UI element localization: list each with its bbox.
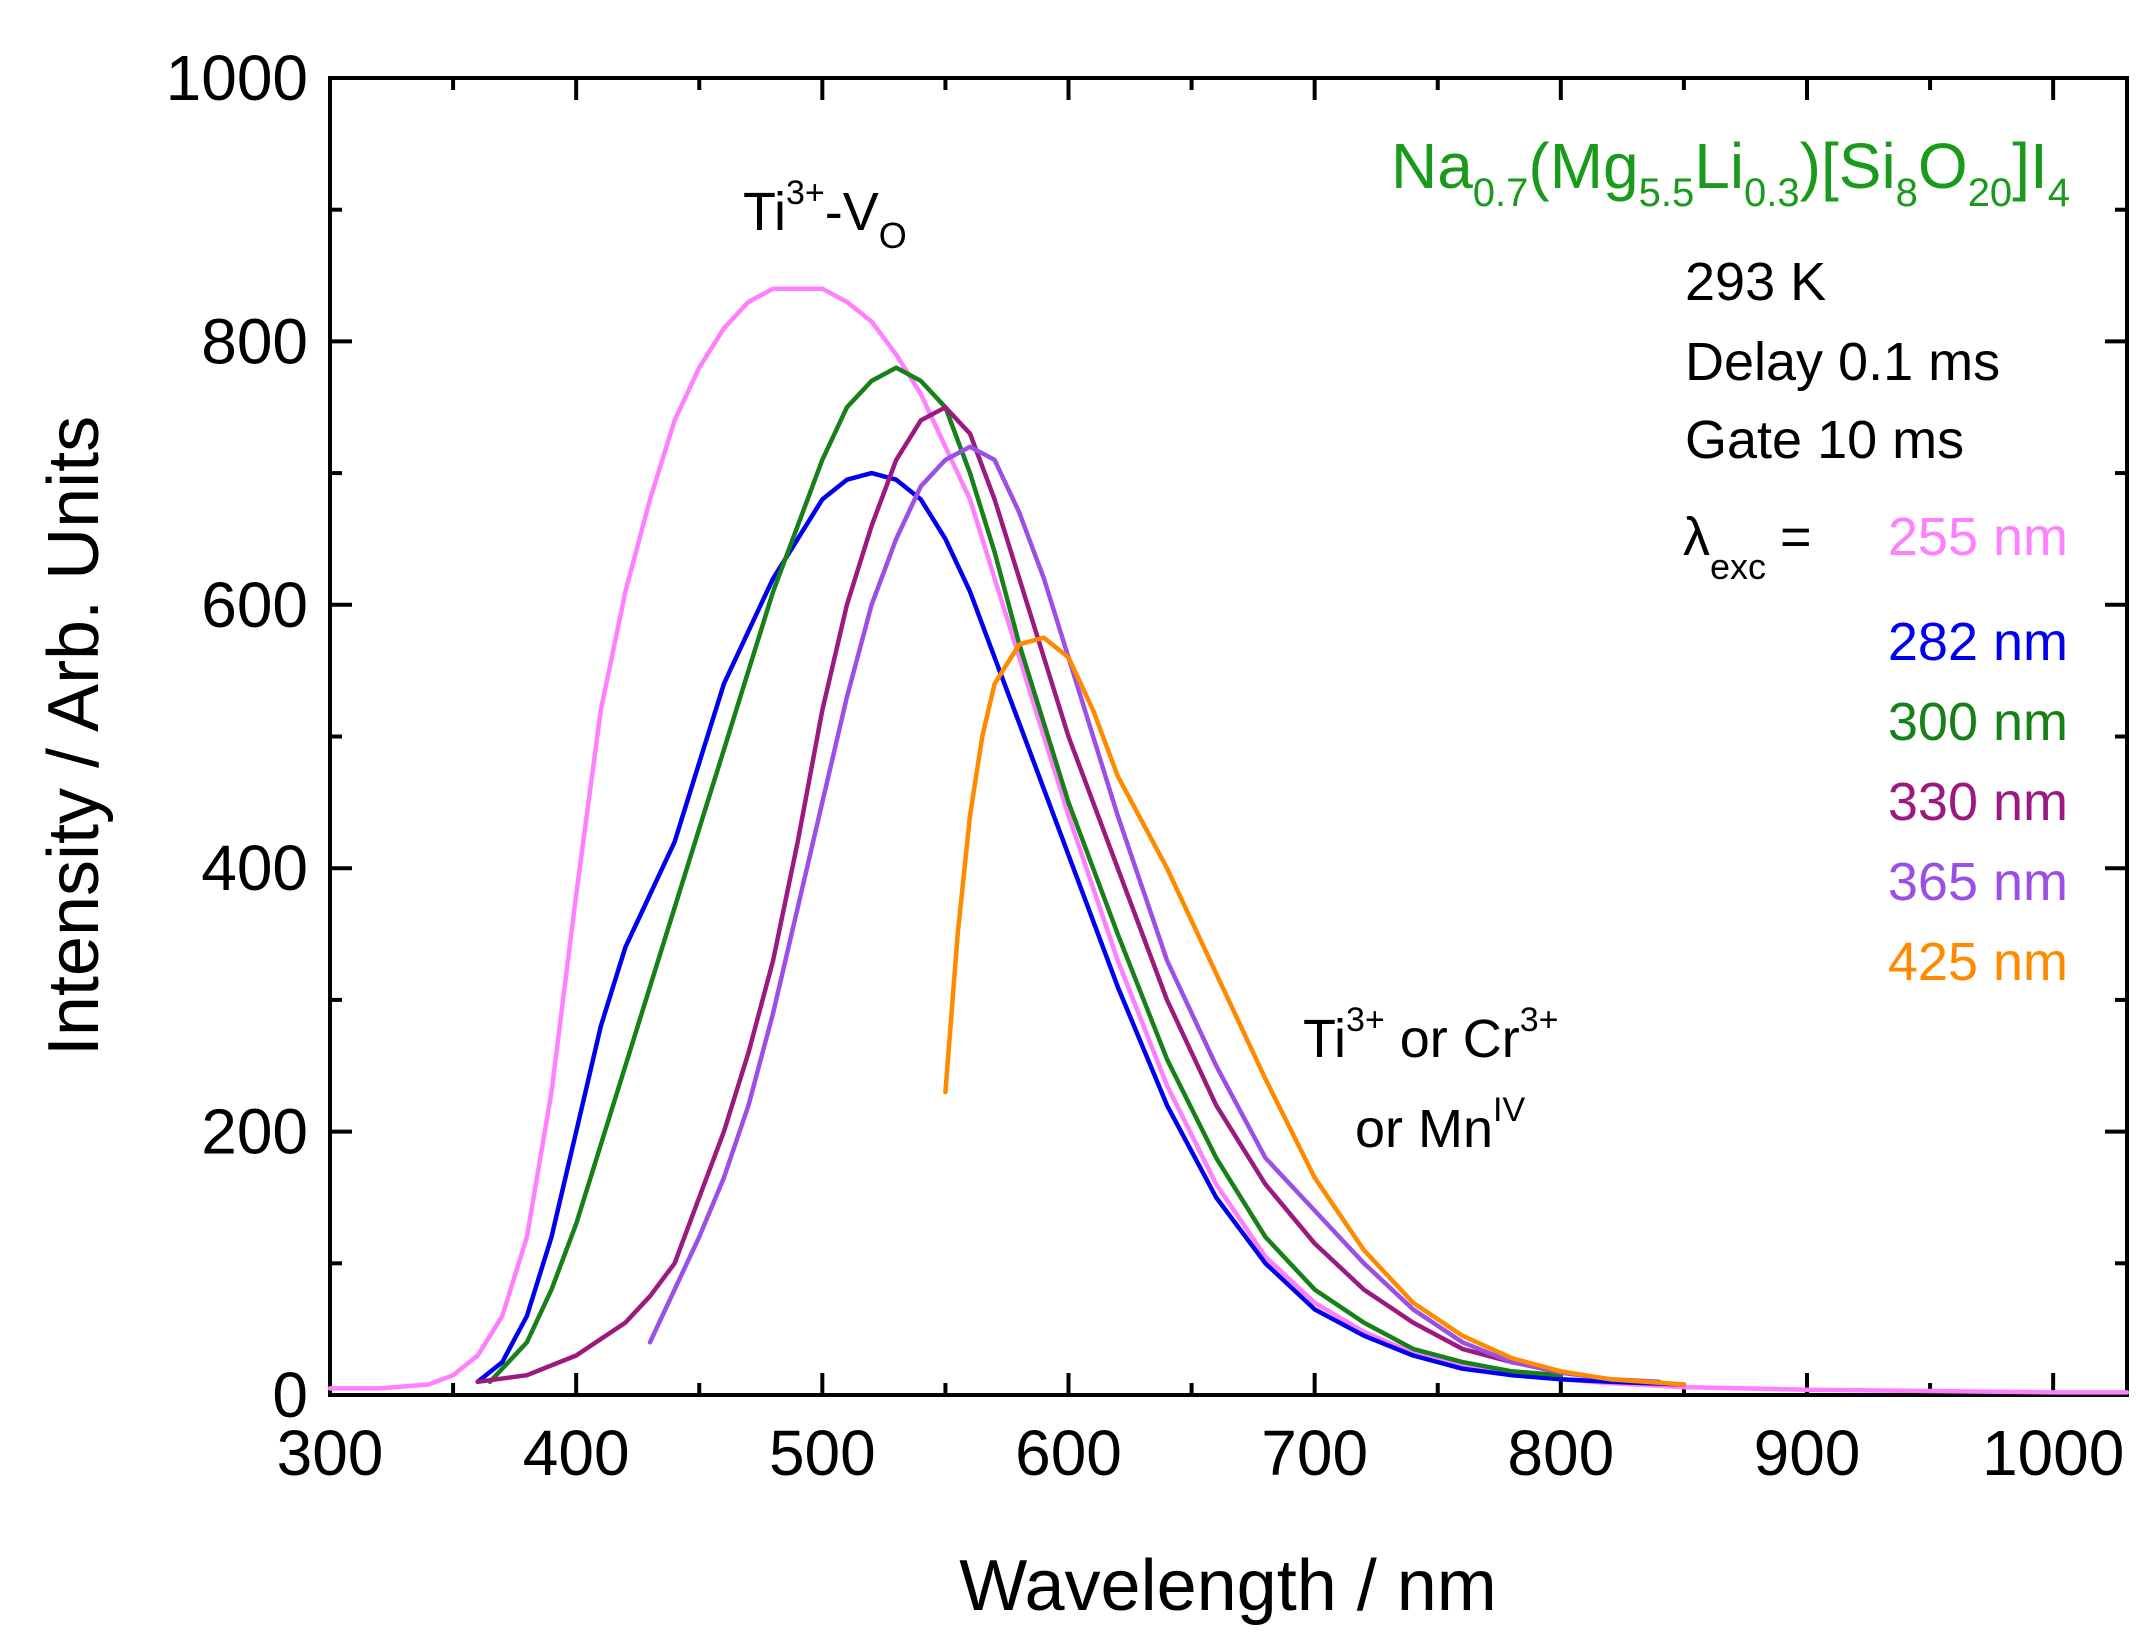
formula-subscript: 0.7 [1473,171,1529,215]
series-line-425-nm [943,635,1687,1387]
series-line-365-nm [647,444,1662,1385]
compound-formula: Na0.7(Mg5.5Li0.3)[Si8O20]I4 [1391,130,2070,215]
x-tick-label: 500 [769,1417,876,1489]
formula-segment: (Mg [1528,130,1638,202]
legend-entry-300-nm: 300 nm [1888,692,2068,752]
formula-segment: Na [1391,130,1473,202]
annotation-ti-cr: Ti3+ or Cr3+ [1303,1001,1559,1069]
ti-vo-sub: O [879,215,907,256]
annotation-ti-vo: Ti3+-VO [743,174,907,256]
axis-ticks [328,76,2127,1397]
formula-segment: O [1918,130,1968,202]
series-lines [327,286,2130,1395]
formula-segment: )[Si [1800,130,1896,202]
x-tick-label: 700 [1261,1417,1368,1489]
legend-entry-330-nm: 330 nm [1888,772,2068,832]
lambda-symbol: λ [1683,507,1710,567]
formula-segment: Li [1694,130,1744,202]
x-tick-label: 300 [277,1417,384,1489]
legend: 255 nm 282 nm 300 nm 330 nm 365 nm 425 nm [1888,507,2068,992]
legend-entry-425-nm: 425 nm [1888,932,2068,992]
y-tick-label: 200 [201,1096,308,1168]
axis-tick-labels: 300 400 500 600 700 800 900 1000 0 200 400 600 800 10… [166,42,2125,1489]
ti-cr-sup2: 3+ [1520,1001,1559,1039]
condition-gate: Gate 10 ms [1685,410,1964,470]
formula-subscript: 8 [1896,171,1918,215]
x-axis-title: Wavelength / nm [959,1546,1497,1626]
formula-subscript: 5.5 [1639,171,1695,215]
ti-vo-sup: 3+ [786,174,825,212]
condition-temperature: 293 K [1685,252,1826,312]
lambda-subscript: exc [1710,546,1766,587]
ti-cr-mid: or Cr [1385,1009,1520,1069]
y-tick-label: 0 [272,1359,308,1431]
series-line-300-nm [487,365,1564,1385]
y-tick-label: 800 [201,305,308,377]
formula-subscript: 4 [2048,171,2070,215]
x-tick-label: 800 [1507,1417,1614,1489]
x-tick-label: 400 [523,1417,630,1489]
formula-segment: ]I [2012,130,2048,202]
legend-entry-282-nm: 282 nm [1888,612,2068,672]
x-tick-label: 1000 [1982,1417,2124,1489]
series-line-330-nm [475,405,1564,1385]
y-tick-label: 1000 [166,42,308,114]
condition-delay: Delay 0.1 ms [1685,332,2000,392]
annotation-mn: or MnIV [1355,1091,1525,1159]
formula-subscript: 20 [1968,171,2013,215]
ti-vo-base: Ti [743,182,786,242]
y-tick-label: 600 [201,569,308,641]
ti-cr-sup1: 3+ [1346,1001,1385,1039]
mn-sup: IV [1493,1091,1525,1129]
y-axis-title: Intensity / Arb. Units [34,416,114,1056]
mn-base: or Mn [1355,1099,1493,1159]
x-tick-label: 900 [1754,1417,1861,1489]
ti-cr-base1: Ti [1303,1009,1346,1069]
lambda-exc-label: λexc = [1683,507,1812,587]
y-tick-label: 400 [201,832,308,904]
formula-subscript: 0.3 [1744,171,1800,215]
ti-vo-dash: -V [825,182,879,242]
legend-entry-365-nm: 365 nm [1888,852,2068,912]
lambda-equals: = [1780,507,1812,567]
x-tick-label: 600 [1015,1417,1122,1489]
series-line-282-nm [475,470,1687,1387]
legend-entry-255-nm: 255 nm [1888,507,2068,567]
